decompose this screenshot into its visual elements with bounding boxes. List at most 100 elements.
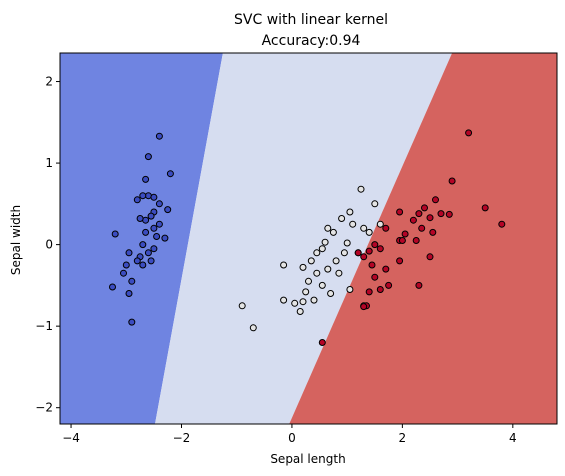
- point-class-1: [238, 302, 246, 310]
- point-class-1: [249, 324, 257, 332]
- point-class-1: [318, 245, 326, 253]
- point-class-2: [318, 339, 326, 346]
- y-tick-label: 1: [45, 156, 53, 170]
- point-class-1: [340, 249, 348, 257]
- chart-subtitle: Accuracy:0.94: [262, 33, 361, 49]
- point-class-1: [291, 299, 299, 307]
- point-class-2: [412, 237, 420, 244]
- point-class-2: [398, 237, 406, 244]
- point-class-2: [415, 281, 423, 289]
- point-class-2: [481, 204, 489, 212]
- point-class-0: [150, 193, 158, 201]
- point-class-1: [335, 269, 343, 277]
- x-tick-label: 2: [399, 431, 407, 445]
- point-class-1: [357, 185, 365, 193]
- point-class-1: [305, 277, 312, 285]
- point-class-2: [426, 214, 434, 222]
- point-class-1: [307, 257, 315, 265]
- point-class-1: [338, 215, 346, 222]
- point-class-0: [139, 192, 147, 200]
- point-class-2: [385, 281, 393, 289]
- point-class-2: [426, 253, 434, 261]
- point-class-1: [343, 239, 351, 247]
- point-class-0: [109, 283, 116, 291]
- point-class-2: [376, 286, 384, 293]
- point-class-0: [133, 257, 141, 265]
- point-class-2: [360, 253, 368, 261]
- point-class-1: [280, 296, 288, 304]
- point-class-1: [371, 200, 379, 208]
- point-class-2: [448, 177, 456, 185]
- point-class-2: [365, 288, 373, 296]
- point-class-1: [346, 208, 354, 216]
- point-class-0: [128, 318, 136, 326]
- point-class-1: [332, 257, 340, 265]
- point-class-2: [437, 210, 445, 218]
- plot-frame: [59, 52, 558, 425]
- x-axis-ticks: −4 −2 0 2 4: [62, 424, 517, 445]
- y-axis-label: Sepal width: [9, 205, 23, 275]
- point-class-0: [164, 206, 172, 214]
- point-class-0: [150, 224, 158, 232]
- point-class-0: [142, 228, 150, 236]
- point-class-0: [122, 261, 130, 269]
- point-class-2: [382, 265, 390, 273]
- point-class-2: [445, 210, 453, 218]
- decision-regions: [60, 53, 557, 424]
- y-axis-ticks: −2 −1 0 1 2: [35, 75, 60, 415]
- point-class-2: [421, 204, 428, 212]
- point-class-2: [371, 273, 379, 281]
- point-class-0: [150, 245, 158, 253]
- y-tick-label: 0: [45, 238, 53, 252]
- x-axis-label: Sepal length: [270, 452, 345, 466]
- point-class-2: [360, 303, 368, 311]
- point-class-0: [139, 261, 147, 269]
- point-class-1: [324, 224, 332, 232]
- x-tick-label: 4: [509, 431, 517, 445]
- point-class-1: [346, 286, 354, 293]
- point-class-0: [136, 215, 144, 222]
- region-class-2: [289, 53, 557, 424]
- point-class-1: [329, 228, 337, 236]
- y-tick-label: −1: [35, 319, 53, 333]
- point-class-2: [432, 196, 439, 204]
- point-class-0: [155, 220, 163, 228]
- point-class-0: [133, 196, 141, 204]
- point-class-0: [161, 234, 169, 242]
- region-class-0: [60, 53, 223, 424]
- point-class-2: [371, 241, 379, 249]
- point-class-0: [144, 153, 152, 161]
- point-class-1: [299, 298, 307, 306]
- point-class-2: [365, 247, 373, 255]
- point-class-0: [153, 233, 161, 240]
- point-class-1: [318, 281, 326, 289]
- y-tick-label: −2: [35, 401, 53, 415]
- point-class-0: [128, 277, 136, 285]
- point-class-1: [365, 228, 373, 236]
- point-class-1: [321, 238, 329, 246]
- data-points: [109, 129, 506, 346]
- point-class-1: [313, 269, 321, 277]
- chart-title: SVC with linear kernel: [234, 12, 388, 28]
- point-class-1: [327, 290, 335, 297]
- point-class-1: [360, 224, 368, 232]
- point-class-1: [313, 249, 321, 257]
- point-class-1: [376, 220, 384, 228]
- region-class-1: [155, 53, 453, 424]
- point-class-0: [147, 212, 155, 220]
- point-class-1: [296, 308, 304, 315]
- x-tick-label: 0: [288, 431, 296, 445]
- point-class-0: [155, 132, 163, 140]
- point-class-0: [142, 175, 150, 183]
- point-class-2: [498, 220, 506, 228]
- point-class-2: [368, 261, 376, 269]
- x-tick-label: −4: [62, 431, 80, 445]
- point-class-0: [120, 269, 127, 277]
- point-class-2: [396, 257, 404, 265]
- point-class-2: [465, 129, 473, 137]
- point-class-2: [382, 224, 390, 232]
- point-class-1: [349, 220, 357, 228]
- point-class-0: [125, 290, 133, 297]
- x-tick-label: −2: [173, 431, 191, 445]
